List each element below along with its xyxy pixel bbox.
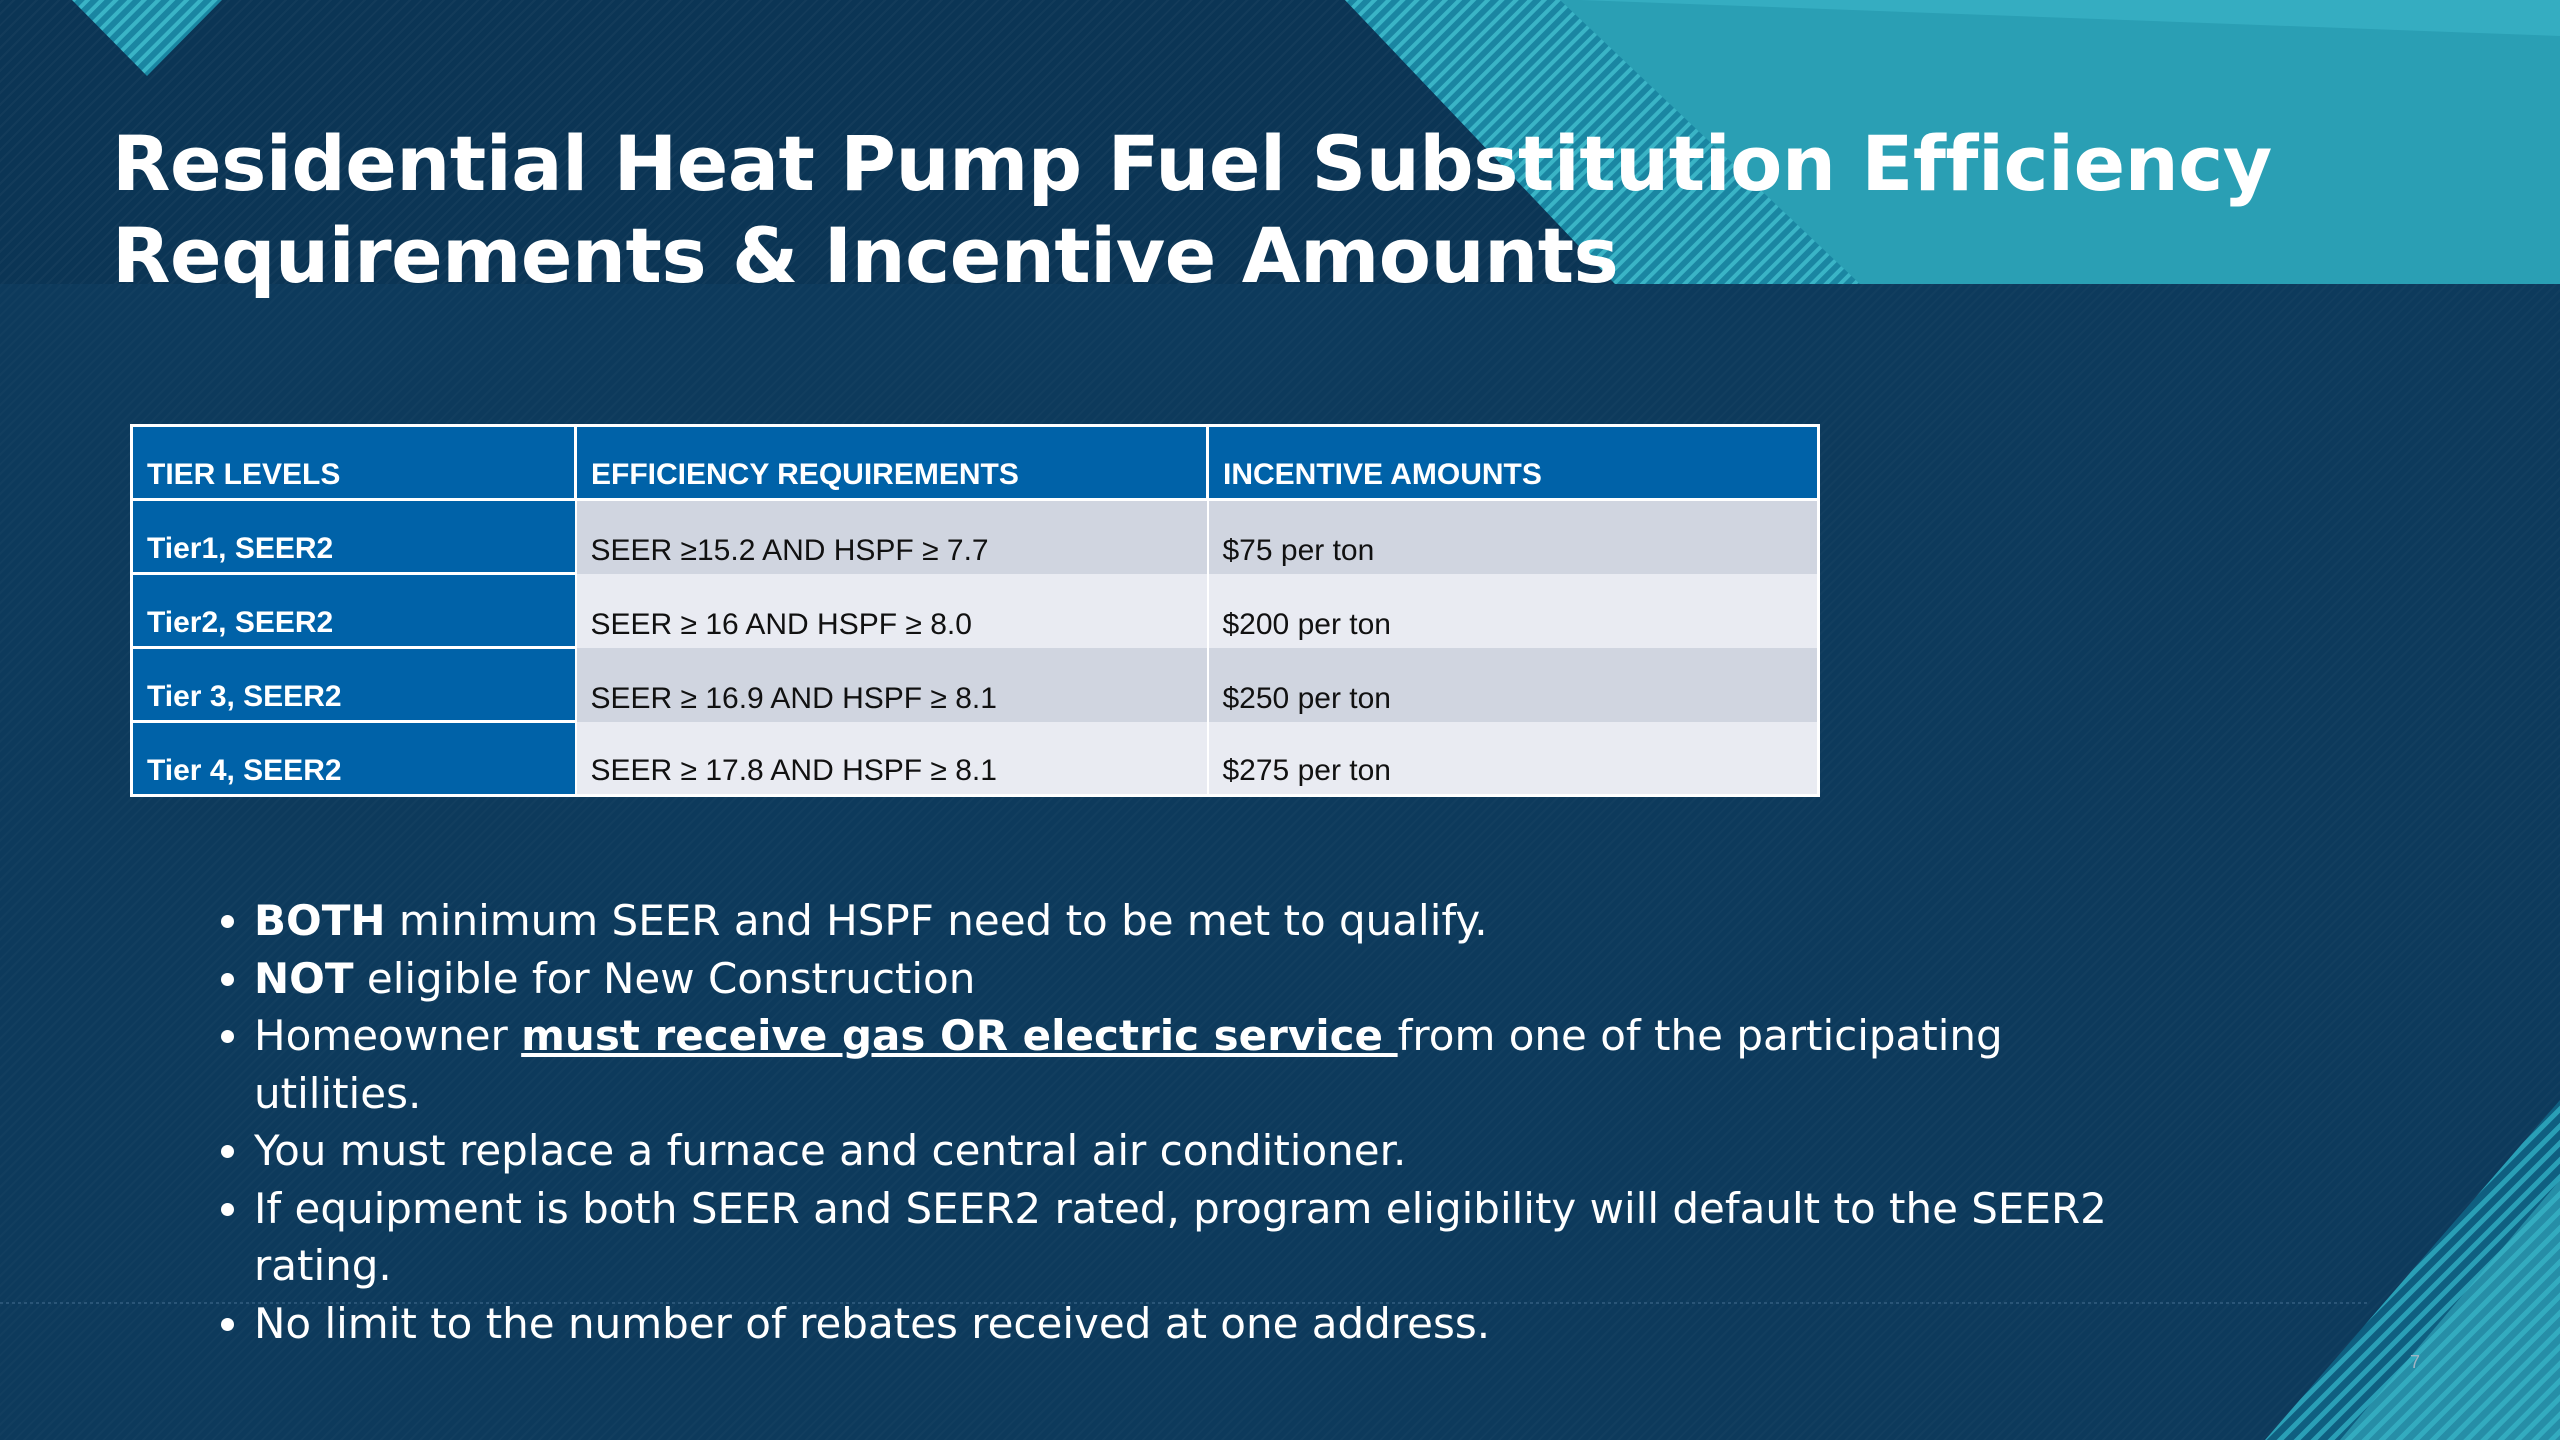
bullet-text: No limit to the number of rebates receiv… xyxy=(254,1298,1491,1348)
requirements-list: BOTH minimum SEER and HSPF need to be me… xyxy=(184,892,2154,1352)
table-row: Tier1, SEER2 SEER ≥15.2 AND HSPF ≥ 7.7 $… xyxy=(130,499,1820,575)
top-right-striped-shape xyxy=(1345,0,1860,284)
requirement-cell: SEER ≥ 17.8 AND HSPF ≥ 8.1 xyxy=(574,721,1208,797)
tier-cell: Tier1, SEER2 xyxy=(130,499,576,575)
slide-title-line-1: Residential Heat Pump Fuel Substitution … xyxy=(112,119,2272,208)
list-item: BOTH minimum SEER and HSPF need to be me… xyxy=(254,892,2154,950)
bullet-text: You must replace a furnace and central a… xyxy=(254,1126,1407,1175)
bullet-text: minimum SEER and HSPF need to be met to … xyxy=(385,896,1488,945)
list-item: No limit to the number of rebates receiv… xyxy=(254,1295,2154,1353)
list-item: NOT eligible for New Construction xyxy=(254,950,2154,1008)
table-row: Tier 4, SEER2 SEER ≥ 17.8 AND HSPF ≥ 8.1… xyxy=(130,721,1820,797)
bullet-text: Homeowner xyxy=(254,1011,522,1060)
header-tier-levels: TIER LEVELS xyxy=(130,424,576,501)
bullet-emphasis: BOTH xyxy=(254,896,386,945)
tier-cell: Tier 3, SEER2 xyxy=(130,647,576,723)
bullet-text: from one of the participating utilities. xyxy=(254,1011,2003,1118)
requirement-cell: SEER ≥ 16.9 AND HSPF ≥ 8.1 xyxy=(574,647,1208,722)
requirement-cell: SEER ≥ 16 AND HSPF ≥ 8.0 xyxy=(574,573,1208,648)
table-row: Tier2, SEER2 SEER ≥ 16 AND HSPF ≥ 8.0 $2… xyxy=(130,573,1820,649)
table-header-row: TIER LEVELS EFFICIENCY REQUIREMENTS INCE… xyxy=(130,424,1820,501)
header-efficiency-requirements: EFFICIENCY REQUIREMENTS xyxy=(574,424,1208,501)
top-right-light-teal-shape xyxy=(1580,0,2560,36)
list-item: If equipment is both SEER and SEER2 rate… xyxy=(254,1180,2154,1295)
requirement-cell: SEER ≥15.2 AND HSPF ≥ 7.7 xyxy=(574,499,1208,574)
bullet-text: If equipment is both SEER and SEER2 rate… xyxy=(254,1183,2107,1291)
list-item: You must replace a furnace and central a… xyxy=(254,1122,2154,1180)
slide-title-line-2: Requirements & Incentive Amounts xyxy=(112,211,1619,300)
incentive-table: TIER LEVELS EFFICIENCY REQUIREMENTS INCE… xyxy=(130,424,1820,797)
incentive-cell: $250 per ton xyxy=(1206,647,1820,722)
top-right-mid-teal-shape xyxy=(1560,0,2560,284)
bullet-underlined-emphasis: must receive gas OR electric service xyxy=(521,1011,1398,1060)
list-item: Homeowner must receive gas OR electric s… xyxy=(254,1007,2154,1122)
incentive-cell: $75 per ton xyxy=(1206,499,1820,574)
tier-cell: Tier 4, SEER2 xyxy=(130,721,576,797)
bottom-right-light-shape xyxy=(2340,1180,2560,1440)
table-row: Tier 3, SEER2 SEER ≥ 16.9 AND HSPF ≥ 8.1… xyxy=(130,647,1820,723)
slide-title: Residential Heat Pump Fuel Substitution … xyxy=(112,118,2272,302)
bullet-emphasis: NOT xyxy=(254,953,354,1003)
tier-cell: Tier2, SEER2 xyxy=(130,573,576,649)
incentive-cell: $200 per ton xyxy=(1206,573,1820,648)
header-incentive-amounts: INCENTIVE AMOUNTS xyxy=(1206,424,1820,501)
bullet-text: eligible for New Construction xyxy=(353,953,976,1003)
top-left-chevron-shape xyxy=(72,0,222,76)
page-number: 7 xyxy=(2410,1352,2421,1372)
incentive-cell: $275 per ton xyxy=(1206,721,1820,797)
